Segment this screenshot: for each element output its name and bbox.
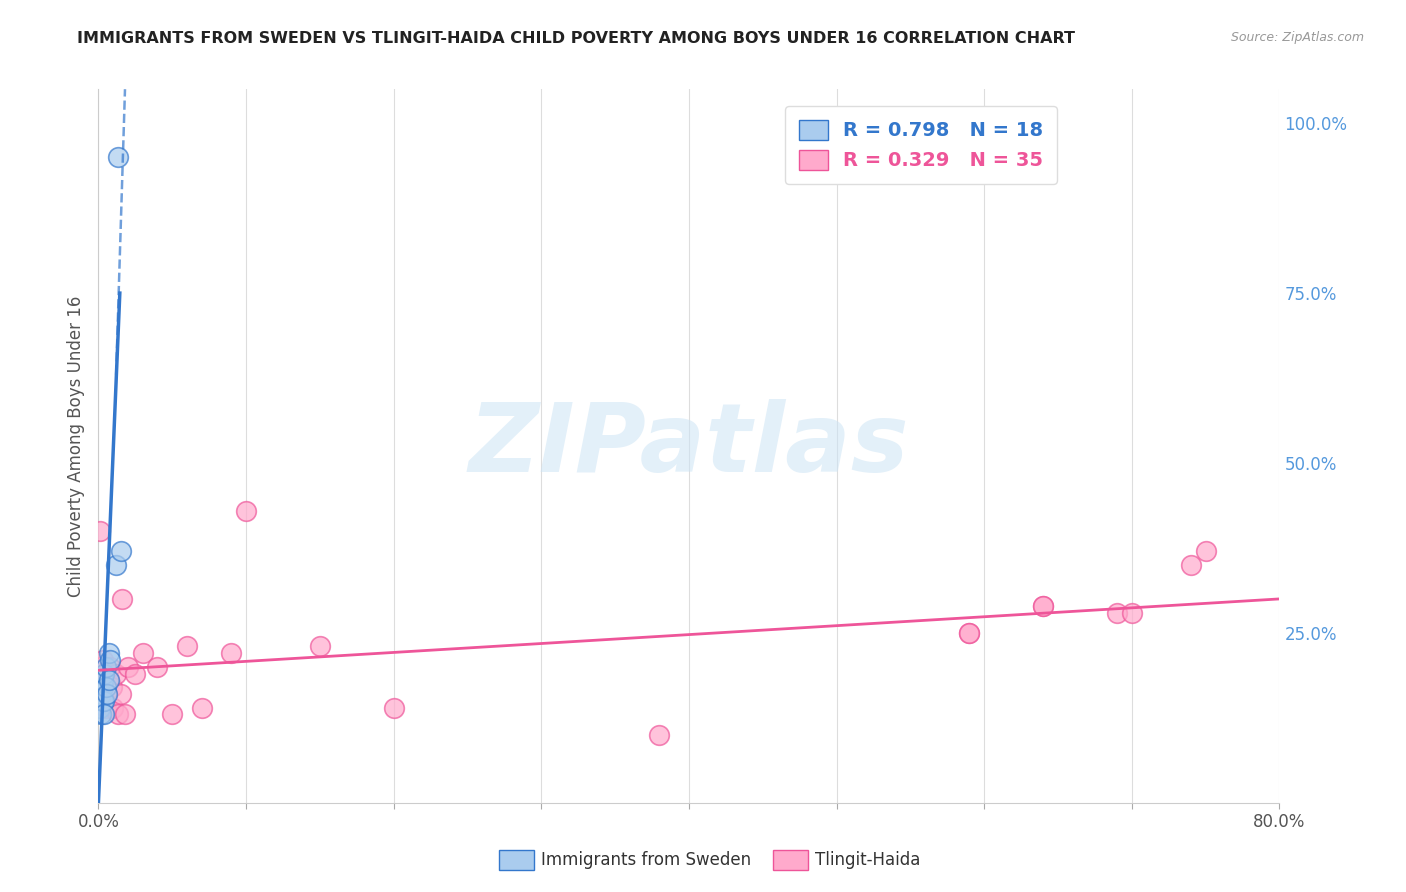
Text: ZIPatlas: ZIPatlas xyxy=(468,400,910,492)
Point xyxy=(110,687,132,701)
Point xyxy=(91,673,114,688)
Text: Immigrants from Sweden: Immigrants from Sweden xyxy=(541,851,751,869)
Point xyxy=(1032,599,1054,613)
Point xyxy=(1121,606,1143,620)
Point xyxy=(97,646,120,660)
Point xyxy=(91,653,114,667)
Text: Tlingit-Haida: Tlingit-Haida xyxy=(815,851,921,869)
Point xyxy=(146,660,169,674)
Point xyxy=(98,653,121,667)
Point xyxy=(110,544,132,558)
Point xyxy=(959,626,981,640)
Point xyxy=(89,524,111,538)
Point xyxy=(117,660,139,674)
Point xyxy=(90,660,112,674)
Point xyxy=(124,666,146,681)
Point xyxy=(93,694,115,708)
Point xyxy=(97,673,120,688)
Point xyxy=(162,707,183,722)
Text: Source: ZipAtlas.com: Source: ZipAtlas.com xyxy=(1230,31,1364,45)
Point xyxy=(648,728,671,742)
Point xyxy=(309,640,332,654)
Point xyxy=(1032,599,1054,613)
Text: IMMIGRANTS FROM SWEDEN VS TLINGIT-HAIDA CHILD POVERTY AMONG BOYS UNDER 16 CORREL: IMMIGRANTS FROM SWEDEN VS TLINGIT-HAIDA … xyxy=(77,31,1076,46)
Point xyxy=(132,646,155,660)
Point xyxy=(96,687,118,701)
Point xyxy=(107,150,129,164)
Point xyxy=(91,694,114,708)
Point xyxy=(103,700,125,714)
Point xyxy=(221,646,243,660)
Point xyxy=(94,680,117,694)
Point xyxy=(93,666,115,681)
Point xyxy=(114,707,136,722)
Point xyxy=(111,591,134,606)
Point xyxy=(93,707,115,722)
Point xyxy=(97,673,120,688)
Point xyxy=(191,700,214,714)
Y-axis label: Child Poverty Among Boys Under 16: Child Poverty Among Boys Under 16 xyxy=(66,295,84,597)
Point xyxy=(959,626,981,640)
Point xyxy=(176,640,198,654)
Point xyxy=(105,558,128,572)
Point xyxy=(105,666,128,681)
Point xyxy=(235,503,257,517)
Point xyxy=(1195,544,1218,558)
Legend: R = 0.798   N = 18, R = 0.329   N = 35: R = 0.798 N = 18, R = 0.329 N = 35 xyxy=(785,106,1057,184)
Point xyxy=(94,700,117,714)
Point xyxy=(100,680,122,694)
Point xyxy=(89,700,111,714)
Point xyxy=(382,700,405,714)
Point xyxy=(1180,558,1202,572)
Point xyxy=(1107,606,1129,620)
Point xyxy=(96,687,118,701)
Point xyxy=(93,666,115,681)
Point xyxy=(91,680,114,694)
Point xyxy=(90,707,112,722)
Point xyxy=(98,660,121,674)
Point xyxy=(107,707,129,722)
Point xyxy=(90,687,112,701)
Point xyxy=(94,660,117,674)
